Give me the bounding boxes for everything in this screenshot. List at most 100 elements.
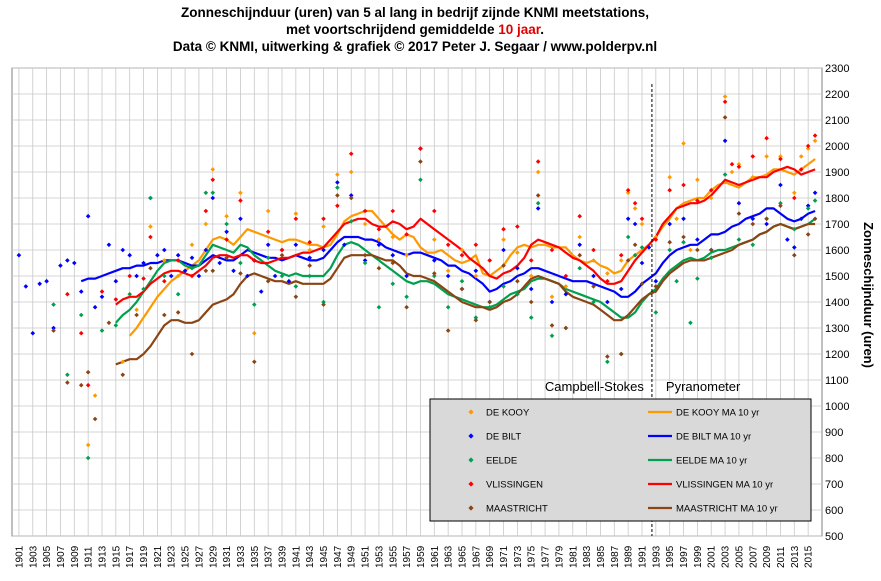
x-tick-label: 1971 xyxy=(499,545,510,568)
x-tick-label: 1967 xyxy=(471,545,482,568)
scatter-point xyxy=(764,135,769,141)
scatter-point xyxy=(625,234,631,240)
scatter-point xyxy=(591,247,596,253)
scatter-point xyxy=(632,206,638,211)
scatter-point xyxy=(210,167,216,172)
scatter-point xyxy=(238,260,243,266)
scatter-point xyxy=(681,234,686,240)
scatter-point xyxy=(390,252,396,258)
scatter-point xyxy=(293,216,299,222)
x-tick-label: 1951 xyxy=(361,545,372,568)
legend-label: EELDE MA 10 yr xyxy=(676,456,747,467)
scatter-point xyxy=(321,302,326,307)
title-line-2-post: . xyxy=(540,22,545,37)
annotations: Campbell-Stokes Pyranometer xyxy=(545,84,741,536)
x-tick-label: 2003 xyxy=(721,545,732,568)
y-tick-label: 2300 xyxy=(825,63,849,75)
legend-marker xyxy=(468,505,474,511)
x-tick-label: 1955 xyxy=(388,545,399,568)
x-tick-label: 2001 xyxy=(707,545,718,568)
scatter-point xyxy=(85,369,91,375)
scatter-point xyxy=(722,138,728,144)
scatter-point xyxy=(605,271,610,276)
scatter-point xyxy=(85,213,91,219)
scatter-point xyxy=(348,219,354,224)
scatter-point xyxy=(778,154,783,159)
x-tick-label: 2009 xyxy=(762,545,773,568)
scatter-point xyxy=(203,190,209,196)
x-tick-label: 1991 xyxy=(638,545,649,568)
scatter-point xyxy=(445,304,451,310)
x-tick-label: 1933 xyxy=(236,545,247,568)
y-tick-label: 1200 xyxy=(825,349,849,361)
scatter-point xyxy=(667,239,672,245)
scatter-point xyxy=(404,304,409,310)
scatter-point xyxy=(653,234,659,240)
x-tick-label: 2005 xyxy=(734,545,745,568)
legend-marker xyxy=(468,409,474,415)
scatter-point xyxy=(189,265,195,271)
scatter-point xyxy=(58,263,63,268)
scatter-point xyxy=(265,255,271,261)
scatter-point xyxy=(210,268,216,274)
scatter-point xyxy=(688,247,693,253)
scatter-point xyxy=(674,278,679,284)
scatter-point xyxy=(404,294,409,300)
ma-line xyxy=(115,222,816,366)
x-tick-label: 1959 xyxy=(416,545,427,568)
scatter-point xyxy=(501,237,506,242)
scatter-point xyxy=(252,258,257,263)
x-tick-label: 1919 xyxy=(139,545,150,568)
scatter-point xyxy=(113,278,119,284)
legend-label: VLISSINGEN xyxy=(486,480,543,491)
scatter-point xyxy=(106,320,112,326)
scatter-point xyxy=(238,216,243,222)
y-axis-label: Zonneschijnduur (uren) xyxy=(861,222,876,368)
x-tick-label: 1993 xyxy=(651,545,662,568)
scatter-point xyxy=(653,237,659,242)
x-tick-label: 1927 xyxy=(194,545,205,568)
scatter-point xyxy=(528,299,534,305)
legend-label: EELDE xyxy=(486,456,517,467)
scatter-point xyxy=(667,174,672,180)
scatter-point xyxy=(362,252,368,258)
scatter-point xyxy=(792,190,797,196)
scatter-point xyxy=(681,216,686,222)
scatter-point xyxy=(535,193,541,198)
scatter-point xyxy=(252,359,257,365)
x-tick-label: 1977 xyxy=(541,545,552,568)
scatter-point xyxy=(625,187,631,193)
scatter-point xyxy=(65,372,70,378)
scatter-point xyxy=(501,226,506,232)
scatter-point xyxy=(722,172,728,177)
scatter-point xyxy=(65,258,70,263)
scatter-point xyxy=(99,289,105,294)
scatter-point xyxy=(16,252,22,258)
scatter-point xyxy=(348,151,354,157)
scatter-point xyxy=(515,278,520,284)
scatter-point xyxy=(113,297,119,302)
scatter-point xyxy=(390,208,396,214)
scatter-point xyxy=(224,229,229,235)
period-label-left: Campbell-Stokes xyxy=(545,379,644,394)
scatter-point xyxy=(750,154,756,159)
scatter-point xyxy=(646,245,652,250)
scatter-point xyxy=(72,260,77,266)
scatter-point xyxy=(736,164,742,170)
scatter-point xyxy=(591,273,596,279)
scatter-point xyxy=(708,187,714,193)
scatter-point xyxy=(632,200,638,206)
scatter-point xyxy=(168,273,174,279)
scatter-point xyxy=(681,182,686,188)
scatter-point xyxy=(148,265,153,271)
scatter-point xyxy=(175,291,181,297)
title-line-1: Zonneschijnduur (uren) van 5 al lang in … xyxy=(180,5,650,20)
y-tick-label: 500 xyxy=(825,531,843,543)
x-tick-label: 1905 xyxy=(42,545,53,568)
legend-box xyxy=(429,398,812,522)
scatter-point xyxy=(189,273,195,279)
scatter-point xyxy=(321,299,326,305)
scatter-point xyxy=(722,115,728,120)
x-tick-label: 2011 xyxy=(776,546,787,568)
scatter-point xyxy=(805,203,811,209)
